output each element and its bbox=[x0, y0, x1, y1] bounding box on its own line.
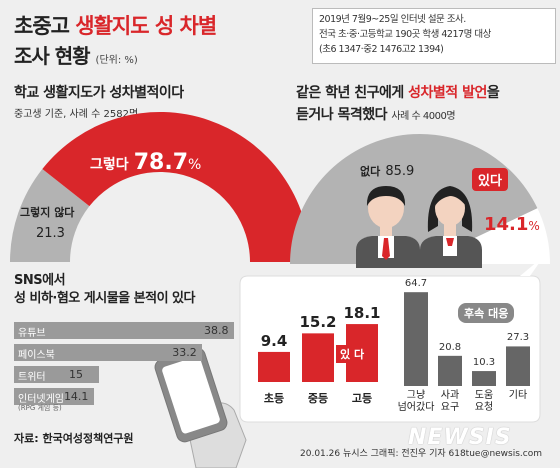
response-bar-label: 그냥 넘어갔다 bbox=[397, 390, 435, 413]
sns-bar-value: 15 bbox=[69, 368, 84, 381]
sns-bar-value: 33.2 bbox=[172, 346, 197, 359]
response-bar bbox=[472, 371, 496, 386]
response-bar-label: 도움 요청 bbox=[474, 390, 494, 413]
sns-bar bbox=[14, 322, 234, 339]
gauge1-slice-yes bbox=[42, 112, 310, 262]
grade-bar-value: 9.4 bbox=[260, 331, 288, 350]
grade-bar-label: 고등 bbox=[351, 392, 373, 405]
credit-line: 20.01.26 뉴시스 그래픽: 전진우 기자 618tue@newsis.c… bbox=[300, 449, 543, 459]
gauge1-slice-no bbox=[10, 168, 90, 262]
page-title: 초중고 생활지도 성 차별 bbox=[14, 14, 217, 38]
gauge2-yes-value: 14.1% bbox=[484, 214, 540, 235]
response-bar bbox=[506, 346, 530, 386]
section1-title: 학교 생활지도가 성차별적이다 bbox=[14, 85, 184, 101]
newsis-logo: NEWSIS bbox=[408, 425, 512, 450]
sns-bar-label: 유튜브 bbox=[18, 328, 46, 339]
grade-bar bbox=[258, 351, 290, 382]
sns-row: 인터넷게임 14.1 (RPG 게임 등) bbox=[14, 388, 234, 412]
sns-bar-value: 38.8 bbox=[204, 324, 229, 337]
source-label: 자료: 한국여성정책연구원 bbox=[14, 432, 134, 445]
sns-bar bbox=[14, 366, 100, 383]
title-highlight: 생활지도 성 차별 bbox=[75, 14, 217, 38]
gauge2-no: 없다 85.9 bbox=[360, 164, 415, 179]
response-bar-value: 20.8 bbox=[438, 341, 462, 353]
gauge-school-guidance bbox=[10, 112, 310, 262]
sns-row: 유튜브 38.8 bbox=[14, 322, 234, 339]
response-bar-value: 27.3 bbox=[506, 332, 530, 344]
grade-bar-label: 중등 bbox=[307, 392, 329, 405]
phone-hand-illustration bbox=[154, 347, 247, 468]
gauge2-yes-label: 있다 bbox=[472, 168, 508, 191]
grade-exists-badge: 있 다 bbox=[336, 345, 369, 363]
gauge-classmate-remarks bbox=[290, 133, 550, 264]
sns-bar-label: 트위터 bbox=[18, 372, 46, 383]
page-subtitle: 조사 현황 (단위: %) bbox=[14, 44, 138, 68]
response-bar-label: 기타 bbox=[508, 390, 528, 401]
grade-bar bbox=[302, 333, 334, 382]
response-bar-label: 사과 요구 bbox=[440, 390, 460, 413]
gauge2-slice-no bbox=[290, 133, 538, 264]
sns-row: 트위터 15 bbox=[14, 366, 234, 383]
gauge1-yes: 그렇다 78.7% bbox=[90, 150, 202, 175]
sns-bar-label: 인터넷게임 bbox=[18, 394, 64, 405]
grade-bar-value: 18.1 bbox=[343, 304, 381, 323]
unit-label: (단위: %) bbox=[95, 55, 138, 66]
response-bar-value: 64.7 bbox=[404, 278, 428, 290]
gauge1-no-label: 그렇지 않다 bbox=[20, 206, 75, 219]
response-bar-value: 10.3 bbox=[472, 357, 496, 369]
gauge1-no-value: 21.3 bbox=[36, 226, 65, 241]
survey-info-box: 2019년 7월9~25일 인터넷 설문 조사. 전국 초·중·고등학교 190… bbox=[312, 8, 556, 64]
section1-subtitle: 중고생 기준, 사례 수 2582명 bbox=[14, 109, 139, 120]
response-bars bbox=[404, 292, 530, 386]
sns-bar-label: 페이스북 bbox=[18, 350, 55, 361]
sns-bar bbox=[14, 344, 203, 361]
sns-row: 페이스북 33.2 bbox=[14, 344, 234, 361]
sns-bar-value: 14.1 bbox=[63, 390, 89, 403]
grade-bar-label: 초등 bbox=[263, 392, 285, 405]
sns-bar bbox=[14, 388, 94, 405]
response-bar bbox=[438, 355, 462, 386]
sns-bar-note: (RPG 게임 등) bbox=[18, 404, 62, 412]
section2-title: 같은 학년 친구에게 성차별적 발언을 듣거나 목격했다 사례 수 4000명 bbox=[296, 85, 500, 123]
grade-bar-value: 15.2 bbox=[299, 313, 337, 332]
students-illustration bbox=[356, 186, 482, 268]
sns-title: SNS에서 성 비하·혐오 게시물을 본적이 있다 bbox=[14, 273, 195, 306]
response-legend: 후속 대응 bbox=[458, 303, 515, 323]
response-bar bbox=[404, 292, 428, 386]
